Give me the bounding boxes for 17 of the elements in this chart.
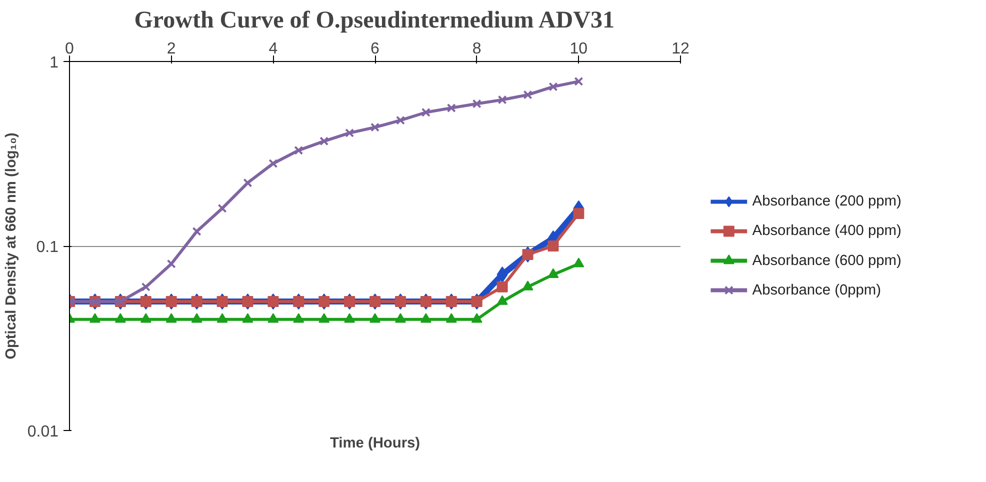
y-tick-label: 0.01 <box>27 424 59 440</box>
x-tick-label: 4 <box>268 40 278 58</box>
x-tick-label: 12 <box>672 40 690 58</box>
chart-title: Growth Curve of O.pseudintermedium ADV31 <box>134 8 614 34</box>
x-tick-label: 8 <box>472 40 482 58</box>
y-tick-label: 0.1 <box>36 239 59 256</box>
y-tick-label: 1 <box>50 54 59 72</box>
x-tick-label: 2 <box>166 40 176 58</box>
x-axis-title: Time (Hours) <box>330 436 420 452</box>
x-tick-label: 10 <box>570 40 588 58</box>
x-tick-label: 0 <box>65 40 74 58</box>
legend-label: Absorbance (0ppm) <box>752 282 882 298</box>
y-axis-title: Optical Density at 660 nm (log₁₀) <box>3 132 20 360</box>
legend-label: Absorbance (400 ppm) <box>752 223 902 240</box>
x-tick-label: 6 <box>370 40 380 58</box>
legend-label: Absorbance (200 ppm) <box>752 194 902 210</box>
legend-label: Absorbance (600 ppm) <box>752 252 902 269</box>
